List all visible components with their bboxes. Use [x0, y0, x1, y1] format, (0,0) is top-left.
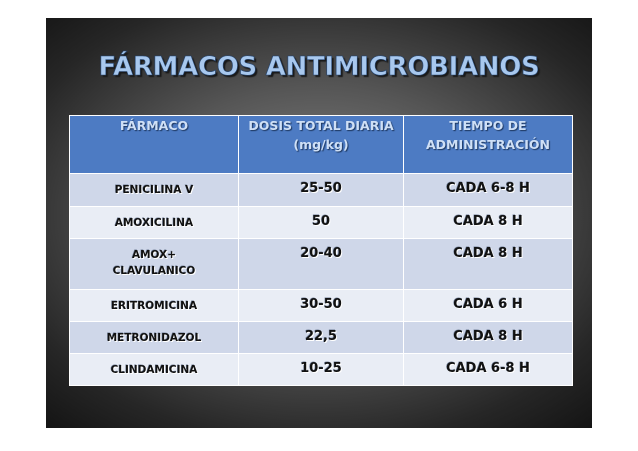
header-drug-label: FÁRMACO	[119, 118, 189, 133]
drug-cell: METRONIDAZOL	[69, 321, 239, 354]
drug-cell: CLINDAMICINA	[69, 353, 239, 386]
interval-cell: CADA 6 H	[403, 289, 573, 322]
drug-name-line2: CLAVULANICO	[112, 265, 196, 277]
interval-cell: CADA 6-8 H	[403, 353, 573, 386]
table-row: AMOX+ CLAVULANICO 20-40 CADA 8 H	[69, 238, 573, 290]
header-interval: TIEMPO DE ADMINISTRACIÓN	[403, 115, 573, 174]
table-row: METRONIDAZOL 22,5 CADA 8 H	[69, 321, 573, 354]
interval-cell: CADA 8 H	[403, 321, 573, 354]
header-dose-line2: (mg/kg)	[293, 137, 349, 152]
drug-cell: PENICILINA V	[69, 173, 239, 207]
dose-cell: 25-50	[238, 173, 404, 207]
table-row: ERITROMICINA 30-50 CADA 6 H	[69, 289, 573, 322]
table-header-row: FÁRMACO DOSIS TOTAL DIARIA (mg/kg) TIEMP…	[69, 115, 573, 174]
drug-name-line1: AMOX+	[131, 249, 177, 261]
header-dose: DOSIS TOTAL DIARIA (mg/kg)	[238, 115, 404, 174]
antimicrobial-table: FÁRMACO DOSIS TOTAL DIARIA (mg/kg) TIEMP…	[69, 115, 573, 386]
header-interval-line2: ADMINISTRACIÓN	[426, 137, 550, 152]
drug-name: AMOXICILINA	[114, 217, 194, 229]
interval-cell: CADA 6-8 H	[403, 173, 573, 207]
drug-name: METRONIDAZOL	[106, 332, 202, 344]
slide: FÁRMACOS ANTIMICROBIANOS FÁRMACO DOSIS T…	[46, 18, 592, 428]
header-drug: FÁRMACO	[69, 115, 239, 174]
dose-cell: 30-50	[238, 289, 404, 322]
dose-cell: 20-40	[238, 238, 404, 290]
dose-cell: 10-25	[238, 353, 404, 386]
dose-cell: 22,5	[238, 321, 404, 354]
interval-cell: CADA 8 H	[403, 206, 573, 239]
drug-cell: AMOXICILINA	[69, 206, 239, 239]
drug-cell: AMOX+ CLAVULANICO	[69, 238, 239, 290]
drug-name: PENICILINA V	[114, 184, 194, 196]
drug-name: CLINDAMICINA	[110, 364, 198, 376]
drug-cell: ERITROMICINA	[69, 289, 239, 322]
interval-cell: CADA 8 H	[403, 238, 573, 290]
slide-title: FÁRMACOS ANTIMICROBIANOS	[98, 52, 540, 83]
header-dose-line1: DOSIS TOTAL DIARIA	[248, 118, 394, 133]
table-row: AMOXICILINA 50 CADA 8 H	[69, 206, 573, 239]
table-row: PENICILINA V 25-50 CADA 6-8 H	[69, 173, 573, 207]
drug-name: ERITROMICINA	[110, 300, 198, 312]
header-interval-line1: TIEMPO DE	[449, 118, 527, 133]
dose-cell: 50	[238, 206, 404, 239]
table-row: CLINDAMICINA 10-25 CADA 6-8 H	[69, 353, 573, 386]
